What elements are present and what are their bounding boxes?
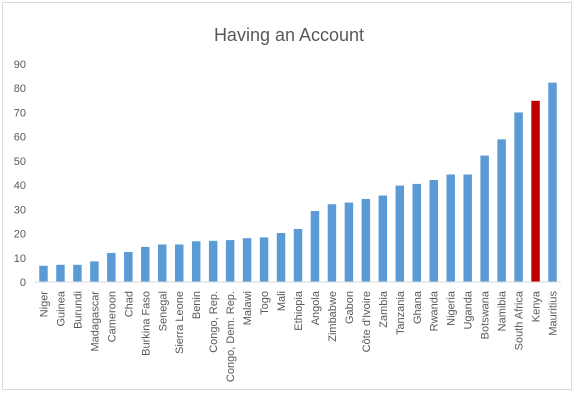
x-tick-label: Mali: [276, 291, 288, 311]
x-tick-label: Ethiopia: [293, 290, 305, 331]
bar-namibia: [497, 139, 506, 282]
bar-sierra-leone: [174, 244, 184, 282]
x-tick-label: Kenya: [531, 290, 543, 322]
bar-burkina-faso: [141, 246, 150, 282]
y-tick-label: 80: [14, 83, 26, 95]
x-tick-label: Rwanda: [429, 290, 441, 331]
bar-chart: Having an Account 0 10 20 30 40 50 60 70 80 90 Ni…: [14, 25, 561, 382]
bar-gabon: [344, 202, 354, 282]
x-tick-label: Guinea: [55, 290, 67, 326]
bar-kenya: [531, 100, 540, 282]
bar-congo-rep: [208, 240, 218, 282]
x-tick-label: Senegal: [157, 291, 169, 331]
bar-burundi: [73, 264, 82, 282]
x-axis-labels: Niger Guinea Burundi Madagascar Cameroon Chad…: [38, 290, 559, 382]
x-tick-label: Ghana: [412, 290, 424, 324]
y-tick-label: 30: [14, 204, 26, 216]
x-tick-label: Tanzania: [395, 290, 407, 335]
y-axis: 0 10 20 30 40 50 60 70 80 90: [14, 59, 26, 289]
y-tick-label: 50: [14, 156, 26, 168]
y-tick-label: 10: [14, 253, 26, 265]
bar-south-africa: [514, 112, 523, 282]
bar-togo: [259, 237, 269, 282]
x-tick-label: Zimbabwe: [327, 291, 339, 342]
bar-congo-dem-rep: [225, 240, 235, 282]
bar-madagascar: [90, 261, 99, 282]
chart-frame: Having an Account 0 10 20 30 40 50 60 70 80 90 Ni…: [2, 2, 572, 390]
chart-title: Having an Account: [214, 25, 364, 45]
bar-uganda: [463, 174, 472, 282]
x-tick-label: Congo, Dem. Rep.: [225, 291, 237, 382]
x-tick-label: Namibia: [497, 290, 509, 331]
y-tick-label: 40: [14, 180, 26, 192]
x-tick-label: Nigeria: [446, 290, 458, 326]
bar-ethiopia: [293, 228, 303, 282]
y-tick-label: 0: [20, 277, 26, 289]
x-tick-label: Botswana: [480, 290, 492, 339]
y-tick-label: 60: [14, 132, 26, 144]
bar-mali: [276, 233, 286, 282]
x-tick-label: Burkina Faso: [140, 291, 152, 356]
bar-cameroon: [107, 252, 116, 282]
x-tick-label: Côte d'Ivoire: [361, 291, 373, 352]
y-tick-label: 70: [14, 107, 26, 119]
x-tick-label: Uganda: [463, 290, 475, 329]
bar-benin: [191, 241, 201, 282]
x-tick-label: South Africa: [514, 290, 526, 350]
bar-senegal: [158, 244, 167, 282]
bar-zimbabwe: [327, 204, 337, 282]
bar-c-te-d-ivoire: [361, 198, 371, 282]
x-tick-label: Gabon: [344, 291, 356, 324]
x-tick-label: Angola: [310, 290, 322, 325]
bar-niger: [39, 265, 48, 282]
x-tick-label: Sierra Leone: [174, 291, 186, 354]
bar-mauritius: [548, 82, 557, 282]
bar-botswana: [480, 155, 489, 282]
bar-zambia: [378, 195, 388, 282]
x-tick-label: Togo: [259, 291, 271, 315]
y-tick-label: 20: [14, 229, 26, 241]
x-tick-label: Benin: [191, 291, 203, 319]
x-tick-label: Chad: [123, 291, 135, 317]
bar-chad: [124, 251, 133, 282]
x-tick-label: Malawi: [242, 291, 254, 325]
bar-malawi: [242, 238, 252, 282]
x-tick-label: Mauritius: [548, 291, 560, 336]
bar-nigeria: [446, 174, 455, 282]
x-tick-label: Zambia: [378, 290, 390, 328]
x-tick-label: Madagascar: [89, 291, 101, 352]
bar-rwanda: [429, 180, 438, 282]
bar-guinea: [56, 264, 65, 282]
bar-ghana: [412, 183, 422, 282]
bar-tanzania: [395, 185, 405, 282]
bar-series: [39, 82, 557, 282]
x-tick-label: Congo, Rep.: [208, 291, 220, 353]
x-tick-label: Burundi: [72, 291, 84, 329]
x-tick-label: Niger: [38, 291, 50, 318]
bar-angola: [310, 211, 320, 282]
x-tick-label: Cameroon: [106, 291, 118, 342]
y-tick-label: 90: [14, 59, 26, 71]
